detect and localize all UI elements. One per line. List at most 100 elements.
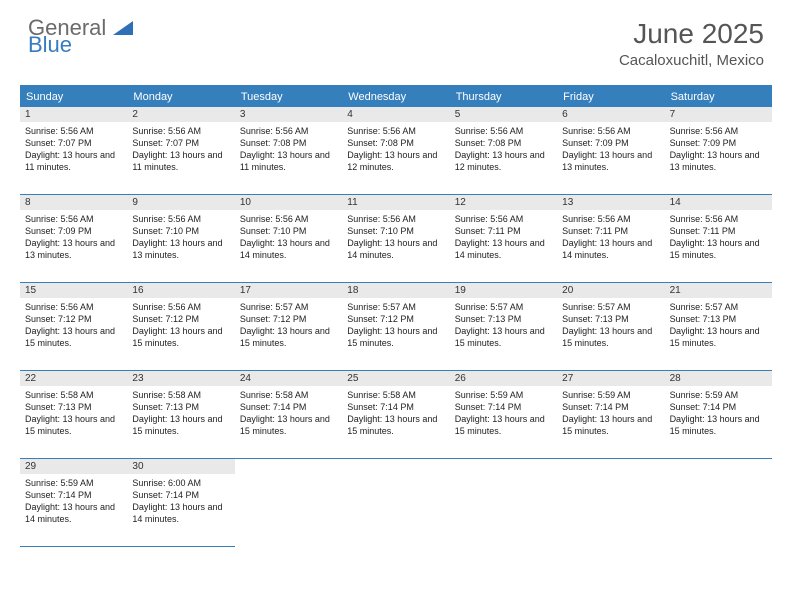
empty-cell [450,459,557,547]
brand-logo: General Blue [28,18,133,56]
day-cell: 2Sunrise: 5:56 AMSunset: 7:07 PMDaylight… [127,107,234,195]
day-cell: 25Sunrise: 5:58 AMSunset: 7:14 PMDayligh… [342,371,449,459]
calendar-grid: SundayMondayTuesdayWednesdayThursdayFrid… [20,85,772,547]
day-cell: 12Sunrise: 5:56 AMSunset: 7:11 PMDayligh… [450,195,557,283]
day-cell: 11Sunrise: 5:56 AMSunset: 7:10 PMDayligh… [342,195,449,283]
day-number: 14 [665,195,772,210]
day-content: Sunrise: 6:00 AMSunset: 7:14 PMDaylight:… [127,474,234,532]
day-content: Sunrise: 5:59 AMSunset: 7:14 PMDaylight:… [20,474,127,532]
weekday-header: Monday [127,87,234,107]
day-content: Sunrise: 5:58 AMSunset: 7:14 PMDaylight:… [235,386,342,444]
day-number: 17 [235,283,342,298]
day-cell: 27Sunrise: 5:59 AMSunset: 7:14 PMDayligh… [557,371,664,459]
day-content: Sunrise: 5:56 AMSunset: 7:09 PMDaylight:… [20,210,127,268]
weekday-header: Saturday [665,87,772,107]
day-content: Sunrise: 5:56 AMSunset: 7:07 PMDaylight:… [20,122,127,180]
day-content: Sunrise: 5:56 AMSunset: 7:10 PMDaylight:… [235,210,342,268]
day-number: 11 [342,195,449,210]
day-cell: 3Sunrise: 5:56 AMSunset: 7:08 PMDaylight… [235,107,342,195]
day-cell: 23Sunrise: 5:58 AMSunset: 7:13 PMDayligh… [127,371,234,459]
title-area: June 2025 Cacaloxuchitl, Mexico [619,18,764,69]
title-location: Cacaloxuchitl, Mexico [619,52,764,69]
day-cell: 14Sunrise: 5:56 AMSunset: 7:11 PMDayligh… [665,195,772,283]
day-cell: 10Sunrise: 5:56 AMSunset: 7:10 PMDayligh… [235,195,342,283]
day-number: 28 [665,371,772,386]
day-cell: 22Sunrise: 5:58 AMSunset: 7:13 PMDayligh… [20,371,127,459]
day-content: Sunrise: 5:57 AMSunset: 7:13 PMDaylight:… [450,298,557,356]
day-number: 24 [235,371,342,386]
day-number: 4 [342,107,449,122]
day-number: 16 [127,283,234,298]
day-cell: 28Sunrise: 5:59 AMSunset: 7:14 PMDayligh… [665,371,772,459]
day-cell: 30Sunrise: 6:00 AMSunset: 7:14 PMDayligh… [127,459,234,547]
day-number: 10 [235,195,342,210]
day-content: Sunrise: 5:57 AMSunset: 7:13 PMDaylight:… [557,298,664,356]
day-content: Sunrise: 5:58 AMSunset: 7:14 PMDaylight:… [342,386,449,444]
day-number: 1 [20,107,127,122]
weekday-header: Sunday [20,87,127,107]
day-number: 30 [127,459,234,474]
day-content: Sunrise: 5:56 AMSunset: 7:08 PMDaylight:… [342,122,449,180]
day-number: 12 [450,195,557,210]
day-content: Sunrise: 5:56 AMSunset: 7:11 PMDaylight:… [665,210,772,268]
day-number: 3 [235,107,342,122]
day-cell: 17Sunrise: 5:57 AMSunset: 7:12 PMDayligh… [235,283,342,371]
day-content: Sunrise: 5:56 AMSunset: 7:11 PMDaylight:… [557,210,664,268]
day-number: 5 [450,107,557,122]
day-number: 2 [127,107,234,122]
weekday-header: Thursday [450,87,557,107]
day-cell: 19Sunrise: 5:57 AMSunset: 7:13 PMDayligh… [450,283,557,371]
weekday-header: Tuesday [235,87,342,107]
day-cell: 18Sunrise: 5:57 AMSunset: 7:12 PMDayligh… [342,283,449,371]
day-content: Sunrise: 5:56 AMSunset: 7:10 PMDaylight:… [342,210,449,268]
weekday-header: Wednesday [342,87,449,107]
day-cell: 20Sunrise: 5:57 AMSunset: 7:13 PMDayligh… [557,283,664,371]
day-cell: 15Sunrise: 5:56 AMSunset: 7:12 PMDayligh… [20,283,127,371]
title-month-year: June 2025 [619,18,764,50]
page-header: General Blue June 2025 Cacaloxuchitl, Me… [0,0,792,77]
empty-cell [557,459,664,547]
day-content: Sunrise: 5:59 AMSunset: 7:14 PMDaylight:… [450,386,557,444]
day-cell: 21Sunrise: 5:57 AMSunset: 7:13 PMDayligh… [665,283,772,371]
weekday-header: Friday [557,87,664,107]
day-number: 27 [557,371,664,386]
brand-triangle-icon [113,22,133,39]
day-number: 20 [557,283,664,298]
day-cell: 5Sunrise: 5:56 AMSunset: 7:08 PMDaylight… [450,107,557,195]
day-number: 6 [557,107,664,122]
day-number: 26 [450,371,557,386]
empty-cell [665,459,772,547]
day-number: 21 [665,283,772,298]
day-cell: 6Sunrise: 5:56 AMSunset: 7:09 PMDaylight… [557,107,664,195]
day-content: Sunrise: 5:57 AMSunset: 7:12 PMDaylight:… [342,298,449,356]
day-number: 29 [20,459,127,474]
day-content: Sunrise: 5:56 AMSunset: 7:12 PMDaylight:… [20,298,127,356]
day-content: Sunrise: 5:57 AMSunset: 7:12 PMDaylight:… [235,298,342,356]
day-number: 19 [450,283,557,298]
day-content: Sunrise: 5:58 AMSunset: 7:13 PMDaylight:… [20,386,127,444]
day-content: Sunrise: 5:59 AMSunset: 7:14 PMDaylight:… [665,386,772,444]
day-cell: 1Sunrise: 5:56 AMSunset: 7:07 PMDaylight… [20,107,127,195]
day-number: 23 [127,371,234,386]
day-content: Sunrise: 5:59 AMSunset: 7:14 PMDaylight:… [557,386,664,444]
empty-cell [342,459,449,547]
day-cell: 4Sunrise: 5:56 AMSunset: 7:08 PMDaylight… [342,107,449,195]
day-cell: 7Sunrise: 5:56 AMSunset: 7:09 PMDaylight… [665,107,772,195]
day-cell: 13Sunrise: 5:56 AMSunset: 7:11 PMDayligh… [557,195,664,283]
day-number: 25 [342,371,449,386]
day-content: Sunrise: 5:58 AMSunset: 7:13 PMDaylight:… [127,386,234,444]
day-content: Sunrise: 5:56 AMSunset: 7:07 PMDaylight:… [127,122,234,180]
day-number: 22 [20,371,127,386]
day-number: 13 [557,195,664,210]
day-content: Sunrise: 5:56 AMSunset: 7:08 PMDaylight:… [450,122,557,180]
day-number: 9 [127,195,234,210]
day-content: Sunrise: 5:57 AMSunset: 7:13 PMDaylight:… [665,298,772,356]
day-cell: 16Sunrise: 5:56 AMSunset: 7:12 PMDayligh… [127,283,234,371]
day-cell: 29Sunrise: 5:59 AMSunset: 7:14 PMDayligh… [20,459,127,547]
day-content: Sunrise: 5:56 AMSunset: 7:08 PMDaylight:… [235,122,342,180]
day-number: 15 [20,283,127,298]
day-cell: 8Sunrise: 5:56 AMSunset: 7:09 PMDaylight… [20,195,127,283]
day-number: 8 [20,195,127,210]
day-cell: 9Sunrise: 5:56 AMSunset: 7:10 PMDaylight… [127,195,234,283]
day-content: Sunrise: 5:56 AMSunset: 7:11 PMDaylight:… [450,210,557,268]
